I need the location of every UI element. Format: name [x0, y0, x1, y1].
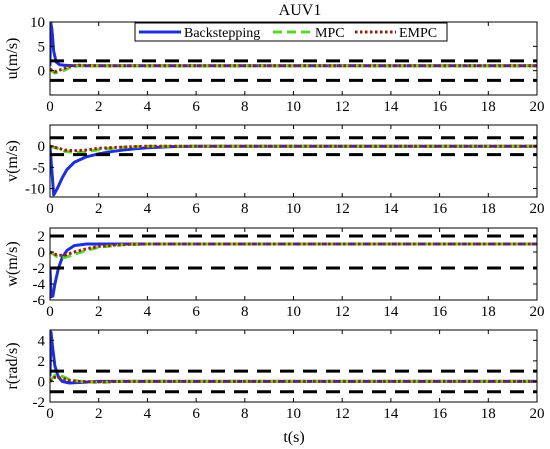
y-tick-label: 10: [30, 15, 45, 31]
x-tick-label: 10: [286, 201, 301, 217]
x-tick-label: 16: [432, 99, 448, 115]
x-tick-label: 10: [286, 304, 301, 320]
series-line-backstepping: [50, 242, 537, 299]
x-tick-label: 6: [192, 406, 200, 422]
legend-label-mpc: MPC: [315, 26, 345, 41]
subplot-1: 0 2 4 6 8 10 12 14 16 18 20 0 5 10 u(m/s): [4, 15, 545, 115]
x-tick-label: 6: [192, 99, 200, 115]
x-tick-label: 18: [481, 99, 496, 115]
x-tick-label: 2: [95, 304, 103, 320]
x-tick-label: 20: [530, 304, 545, 320]
x-tick-label: 12: [335, 99, 350, 115]
y-tick-label: -6: [33, 293, 46, 309]
x-tick-label: 12: [335, 406, 350, 422]
x-tick-label: 20: [530, 406, 545, 422]
y-tick-label: 0: [38, 245, 46, 261]
x-tick-label: 14: [383, 99, 399, 115]
y-tick-label: 2: [38, 354, 46, 370]
x-tick-label: 0: [46, 304, 54, 320]
series-line-empc: [50, 242, 537, 257]
series-group: [50, 330, 537, 394]
x-tick-label: 4: [144, 406, 152, 422]
series-line-backstepping: [50, 330, 537, 385]
series-line-backstepping: [50, 22, 537, 68]
x-tick-label: 4: [144, 201, 152, 217]
y-axis-label: v(m/s): [4, 140, 21, 182]
y-tick-label: -2: [33, 395, 46, 411]
x-tick-label: 0: [46, 406, 54, 422]
y-tick-label: 0: [38, 374, 46, 390]
y-tick-label: -4: [33, 277, 46, 293]
x-tick-label: 20: [530, 99, 545, 115]
x-axis-label: t(s): [283, 429, 304, 446]
x-tick-label: 2: [95, 201, 103, 217]
x-tick-label: 6: [192, 304, 200, 320]
x-tick-label: 10: [286, 406, 301, 422]
series-line-empc: [50, 144, 537, 153]
series-line-empc: [50, 63, 537, 74]
series-line-mpc: [50, 242, 537, 260]
x-tick-label: 16: [432, 406, 448, 422]
subplot-2: 0 2 4 6 8 10 12 14 16 18 20 -10 -5 0 v(m/s): [4, 124, 545, 217]
legend-label-backstepping: Backstepping: [184, 26, 260, 41]
y-tick-label: -2: [33, 261, 46, 277]
y-tick-label: -10: [25, 182, 45, 198]
y-axis-label: w(m/s): [4, 241, 21, 286]
series-group: [50, 234, 537, 299]
x-tick-label: 4: [144, 99, 152, 115]
x-tick-label: 16: [432, 201, 448, 217]
x-tick-label: 14: [383, 406, 399, 422]
x-tick-label: 10: [286, 99, 301, 115]
y-tick-label: -5: [33, 160, 46, 176]
series-group: [50, 136, 537, 197]
y-tick-label: 5: [38, 39, 46, 55]
x-tick-label: 16: [432, 304, 448, 320]
x-tick-label: 14: [383, 304, 399, 320]
x-tick-label: 2: [95, 406, 103, 422]
x-tick-label: 2: [95, 99, 103, 115]
x-tick-label: 12: [335, 304, 350, 320]
x-tick-label: 18: [481, 304, 496, 320]
chart-title: AUV1: [279, 2, 322, 19]
x-tick-label: 20: [530, 201, 545, 217]
x-tick-label: 8: [241, 201, 249, 217]
legend: Backstepping MPC EMPC: [134, 22, 448, 42]
y-tick-label: 0: [38, 139, 46, 155]
x-tick-label: 8: [241, 99, 249, 115]
x-tick-label: 8: [241, 406, 249, 422]
y-axis-label: r(rad/s): [4, 342, 21, 389]
x-tick-label: 18: [481, 201, 496, 217]
x-tick-label: 18: [481, 406, 496, 422]
series-line-empc: [50, 375, 537, 384]
x-tick-label: 14: [383, 201, 399, 217]
x-tick-label: 8: [241, 304, 249, 320]
axes-box: [49, 227, 538, 301]
y-tick-label: 4: [38, 333, 46, 349]
y-tick-label: 0: [38, 64, 46, 80]
x-tick-label: 12: [335, 201, 350, 217]
series-group: [50, 22, 537, 82]
axes-box: [49, 124, 538, 198]
x-tick-label: 0: [46, 201, 54, 217]
legend-label-empc: EMPC: [399, 26, 437, 41]
x-tick-label: 0: [46, 99, 54, 115]
y-axis-label: u(m/s): [4, 38, 21, 80]
x-tick-label: 4: [144, 304, 152, 320]
series-line-mpc: [50, 144, 537, 154]
y-tick-label: 2: [38, 229, 46, 245]
x-tick-label: 6: [192, 201, 200, 217]
